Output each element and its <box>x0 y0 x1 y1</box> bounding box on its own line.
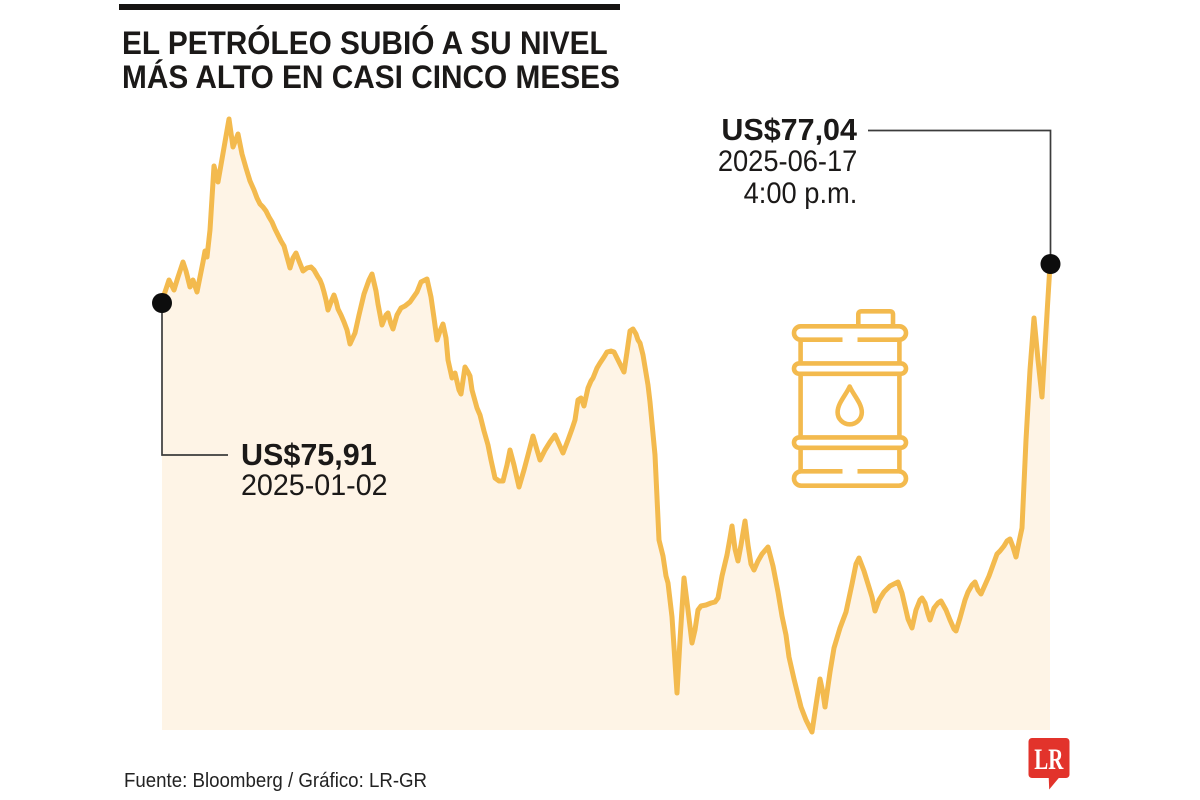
svg-text:LR: LR <box>1034 743 1063 776</box>
